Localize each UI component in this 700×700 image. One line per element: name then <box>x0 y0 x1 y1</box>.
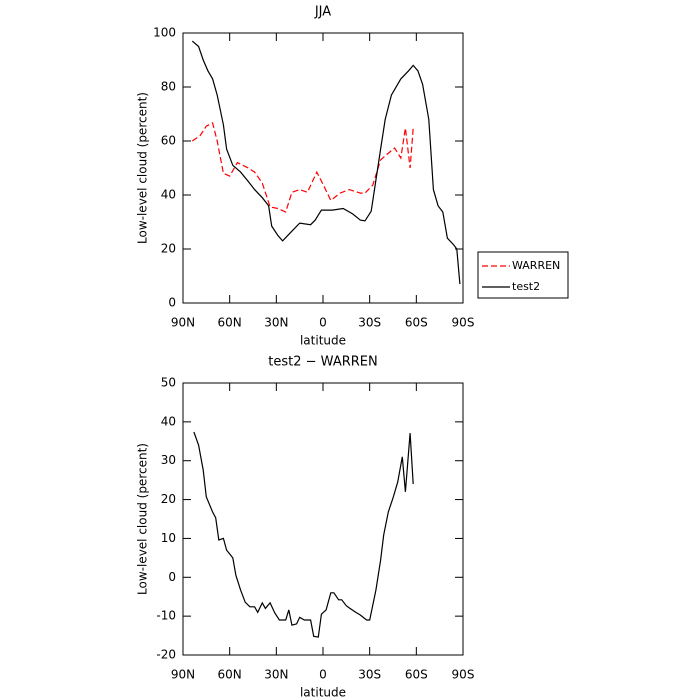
x-tick-label: 30N <box>264 668 288 682</box>
y-tick-label: 30 <box>161 453 176 467</box>
y-tick-label: 40 <box>161 188 176 202</box>
x-tick-label: 30S <box>358 668 381 682</box>
y-tick-label: 0 <box>168 570 176 584</box>
legend-label: WARREN <box>512 259 560 272</box>
legend-box <box>477 251 569 299</box>
y-tick-label: 40 <box>161 414 176 428</box>
y-tick-label: 20 <box>161 492 176 506</box>
x-tick-label: 0 <box>319 316 327 330</box>
chart-title: test2 − WARREN <box>268 355 377 370</box>
chart-title: JJA <box>314 5 331 20</box>
x-tick-label: 30S <box>358 316 381 330</box>
x-tick-label: 90S <box>452 668 475 682</box>
y-tick-label: -20 <box>156 648 176 662</box>
y-axis-label: Low-level cloud (percent) <box>136 443 150 595</box>
x-tick-label: 60S <box>405 668 428 682</box>
data-line <box>193 431 414 638</box>
x-tick-label: 60N <box>218 668 242 682</box>
x-tick-label: 30N <box>264 316 288 330</box>
x-tick-label: 60S <box>405 316 428 330</box>
x-axis-label: latitude <box>300 686 346 700</box>
x-tick-label: 90N <box>171 316 195 330</box>
y-tick-label: 0 <box>168 296 176 310</box>
y-tick-label: 10 <box>161 531 176 545</box>
x-tick-label: 90N <box>171 668 195 682</box>
y-tick-label: 50 <box>161 376 176 390</box>
data-line <box>191 40 461 285</box>
x-tick-label: 60N <box>218 316 242 330</box>
y-tick-label: -10 <box>156 609 176 623</box>
y-tick-label: 20 <box>161 242 176 256</box>
y-axis-label: Low-level cloud (percent) <box>136 92 150 244</box>
x-axis-label: latitude <box>300 334 346 348</box>
plot-frame <box>182 382 464 656</box>
y-tick-label: 80 <box>161 80 176 94</box>
x-tick-label: 90S <box>452 316 475 330</box>
data-line <box>191 122 414 213</box>
plot-frame <box>182 32 464 304</box>
legend-label: test2 <box>512 280 540 293</box>
y-tick-label: 100 <box>153 26 176 40</box>
y-tick-label: 60 <box>161 134 176 148</box>
x-tick-label: 0 <box>319 668 327 682</box>
